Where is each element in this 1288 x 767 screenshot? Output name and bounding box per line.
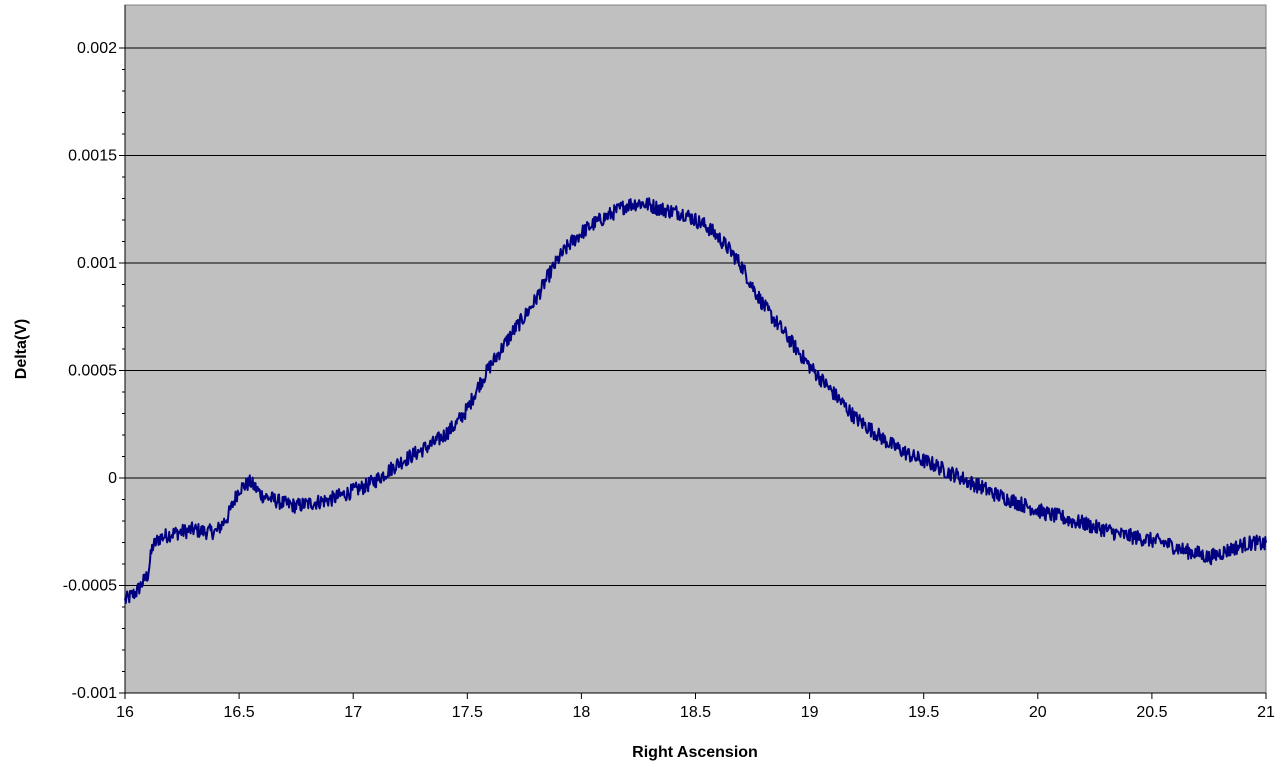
x-tick-label: 18.5	[680, 704, 711, 721]
x-tick-label: 20	[1029, 704, 1047, 721]
x-tick-label: 16.5	[224, 704, 255, 721]
x-tick-label: 16	[116, 704, 134, 721]
x-tick-label: 17	[344, 704, 362, 721]
ticks: -0.001 -0.0005 0 0.0005 0.001 0.0015 0.002 16 16…	[63, 40, 1275, 721]
y-tick-label: 0.0005	[68, 363, 117, 380]
series-line	[124, 197, 1267, 604]
y-tick-label: 0	[108, 470, 117, 487]
y-tick-label: 0.001	[77, 255, 117, 272]
x-tick-label: 17.5	[452, 704, 483, 721]
x-tick-label: 21	[1257, 704, 1275, 721]
x-tick-label: 19	[801, 704, 819, 721]
y-tick-label: -0.0005	[63, 578, 117, 595]
plot-area	[124, 4, 1267, 694]
y-tick-label: 0.002	[77, 40, 117, 57]
series-group	[124, 197, 1267, 604]
y-axis-title: Delta(V)	[13, 319, 30, 379]
y-tick-label: -0.001	[72, 685, 117, 702]
y-tick-label: 0.0015	[68, 148, 117, 165]
gridlines	[125, 47, 1266, 694]
x-axis-title: Right Ascension	[632, 744, 758, 761]
x-tick-label: 18	[573, 704, 591, 721]
x-tick-label: 19.5	[908, 704, 939, 721]
x-tick-label: 20.5	[1136, 704, 1167, 721]
